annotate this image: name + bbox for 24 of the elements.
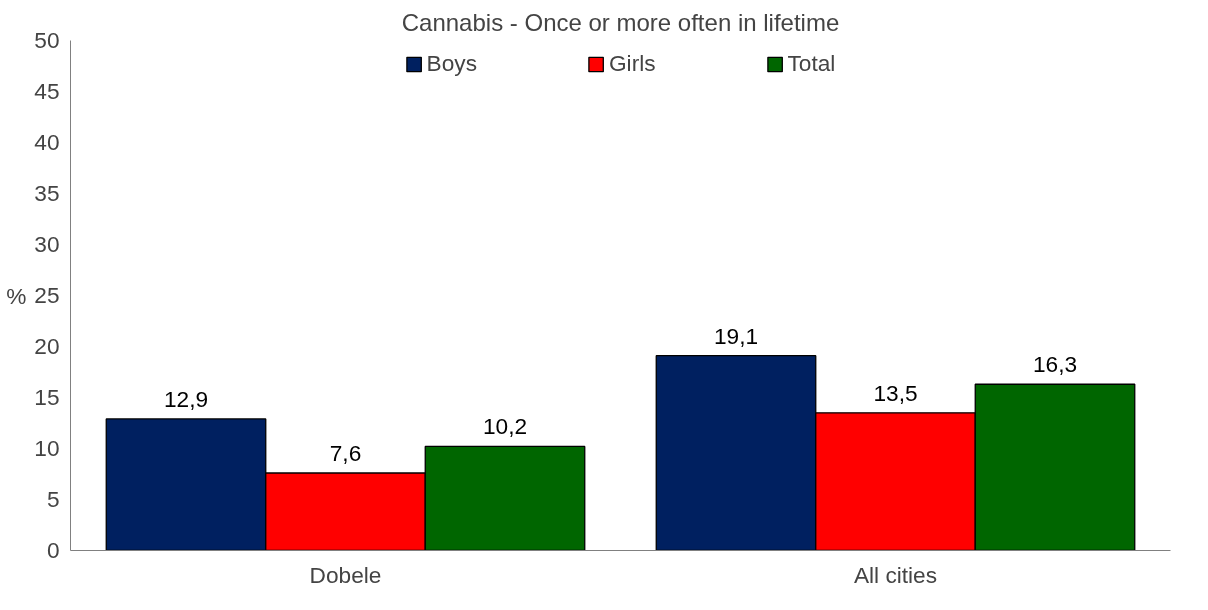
y-tick-label: 40 <box>34 129 60 155</box>
data-label: 16,3 <box>1032 351 1078 378</box>
y-tick-label: 50 <box>34 27 60 53</box>
y-axis-title: % <box>6 282 27 309</box>
legend-label: Girls <box>608 50 656 77</box>
y-tick-label: 20 <box>34 333 60 359</box>
y-tick-label: 15 <box>34 384 60 410</box>
chart-title: Cannabis - Once or more often in lifetime <box>401 8 840 36</box>
legend-label: Boys <box>426 50 477 77</box>
y-tick-label: 30 <box>34 231 60 257</box>
x-tick-label: Dobele <box>309 561 382 588</box>
y-tick-label: 35 <box>34 180 60 206</box>
data-label: 7,6 <box>329 439 362 466</box>
data-label: 10,2 <box>482 413 528 440</box>
y-tick-label: 5 <box>46 486 60 512</box>
y-tick-label: 10 <box>34 435 60 461</box>
y-tick-label: 45 <box>34 78 60 104</box>
data-label: 12,9 <box>163 385 209 412</box>
data-label: 19,1 <box>713 322 759 349</box>
data-label: 13,5 <box>873 379 918 406</box>
legend-label: Total <box>787 50 836 77</box>
y-tick-label: 25 <box>34 282 60 308</box>
x-tick-label: All cities <box>853 561 938 588</box>
y-tick-label: 0 <box>46 537 60 563</box>
